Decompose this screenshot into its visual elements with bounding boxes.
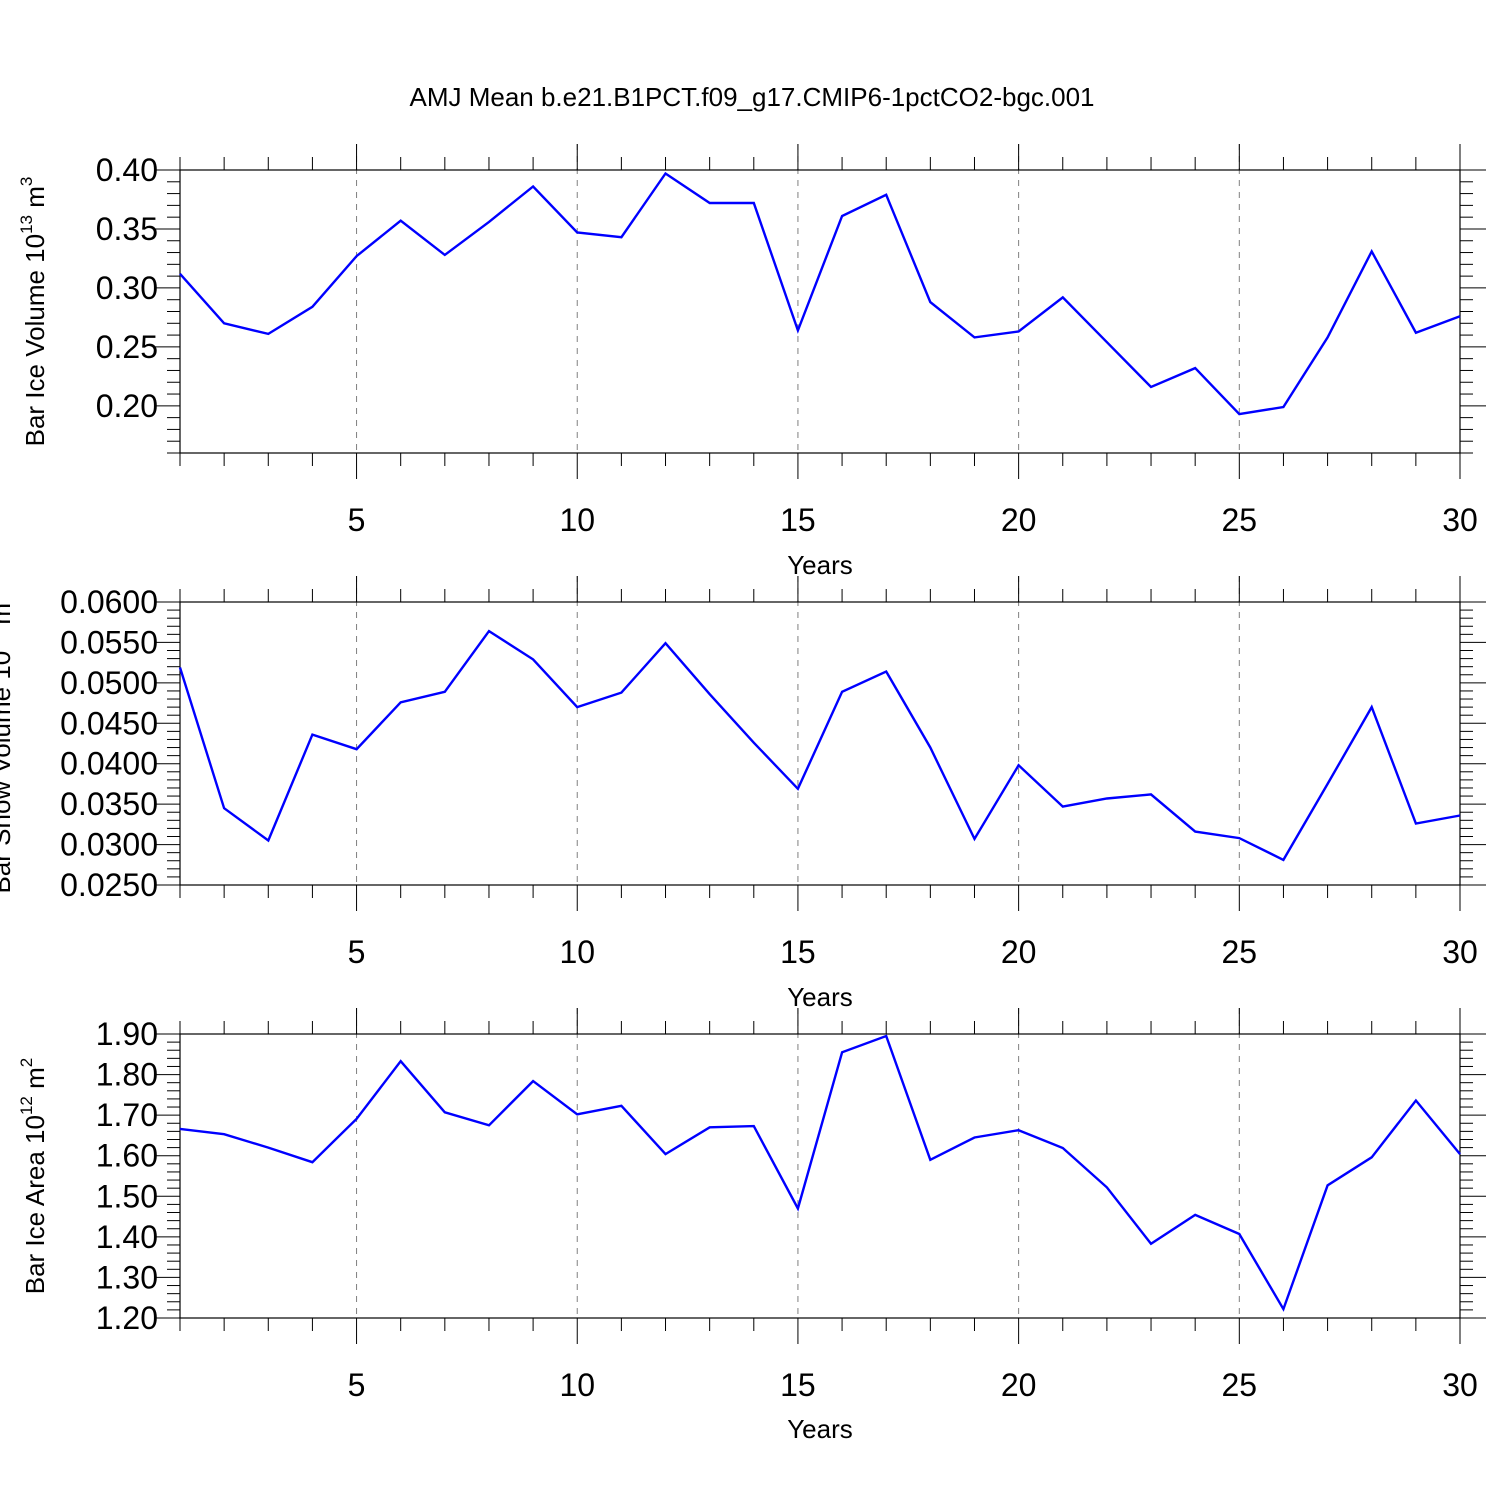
y-axis-title: Bar Ice Area 1012 m2 (17, 1058, 50, 1295)
y-tick-label: 0.0400 (60, 746, 158, 782)
chart-panel-1: 0.20 0.25 0.30 0.35 0.40 5 10 15 20 25 30 Years Bar … (17, 144, 1486, 580)
y-tick-label: 0.0600 (60, 584, 158, 620)
x-tick-label: 15 (780, 1367, 816, 1403)
y-tick-label: 1.20 (96, 1300, 158, 1336)
x-tick-label: 10 (559, 502, 595, 538)
y-tick-label: 1.50 (96, 1178, 158, 1214)
x-tick-label: 5 (348, 1367, 366, 1403)
y-tick-label: 0.0450 (60, 705, 158, 741)
y-tick-label: 0.0500 (60, 665, 158, 701)
x-tick-label: 30 (1442, 502, 1478, 538)
y-tick-label: 0.25 (96, 329, 158, 365)
x-axis-title: Years (787, 982, 853, 1012)
y-tick-label: 0.20 (96, 388, 158, 424)
y-tick-label: 0.35 (96, 211, 158, 247)
y-axis-title: Bar Ice Volume 1013 m3 (17, 177, 50, 447)
x-axis-title: Years (787, 550, 853, 580)
y-tick-label: 1.90 (96, 1016, 158, 1052)
y-tick-label: 1.40 (96, 1219, 158, 1255)
y-tick-label: 0.0300 (60, 827, 158, 863)
x-tick-label: 10 (559, 934, 595, 970)
x-tick-label: 25 (1222, 502, 1258, 538)
x-tick-label: 30 (1442, 1367, 1478, 1403)
figure-title: AMJ Mean b.e21.B1PCT.f09_g17.CMIP6-1pctC… (409, 82, 1094, 112)
y-tick-label: 0.40 (96, 152, 158, 188)
y-tick-label: 0.30 (96, 270, 158, 306)
chart-panel-3: 1.20 1.30 1.40 1.50 1.60 1.70 1.80 1.90 5 10 15 20 2… (17, 1008, 1486, 1444)
svg-text:Bar Ice Area 1012 m2: Bar Ice Area 1012 m2 (17, 1058, 50, 1295)
x-tick-label: 30 (1442, 934, 1478, 970)
x-tick-label: 15 (780, 502, 816, 538)
y-tick-label: 1.70 (96, 1097, 158, 1133)
series-line (178, 629, 1461, 862)
x-tick-label: 10 (559, 1367, 595, 1403)
series-line (179, 171, 1461, 416)
x-tick-label: 20 (1001, 1367, 1037, 1403)
plot-frame (179, 601, 1461, 886)
x-tick-label: 25 (1222, 1367, 1258, 1403)
y-tick-label: 1.60 (96, 1138, 158, 1174)
plot-frame (179, 1033, 1461, 1319)
y-tick-label: 0.0250 (60, 867, 158, 903)
svg-text:Bar Snow Volume 1013 m3: Bar Snow Volume 1013 m3 (0, 593, 16, 893)
y-tick-label: 1.80 (96, 1057, 158, 1093)
chart-panel-2: 0.0250 0.0300 0.0350 0.0400 0.0450 0.0500 0.05… (0, 576, 1486, 1012)
y-tick-label: 1.30 (96, 1259, 158, 1295)
x-tick-label: 5 (348, 934, 366, 970)
y-axis-title: Bar Snow Volume 1013 m3 (0, 593, 16, 893)
x-tick-label: 25 (1222, 934, 1258, 970)
y-tick-label: 0.0550 (60, 624, 158, 660)
svg-text:Bar Ice Volume 1013 m3: Bar Ice Volume 1013 m3 (17, 177, 50, 447)
x-tick-label: 5 (348, 502, 366, 538)
series-line (179, 1034, 1461, 1312)
x-tick-label: 20 (1001, 934, 1037, 970)
x-axis-title: Years (787, 1414, 853, 1444)
y-tick-label: 0.0350 (60, 786, 158, 822)
x-tick-label: 20 (1001, 502, 1037, 538)
x-tick-label: 15 (780, 934, 816, 970)
